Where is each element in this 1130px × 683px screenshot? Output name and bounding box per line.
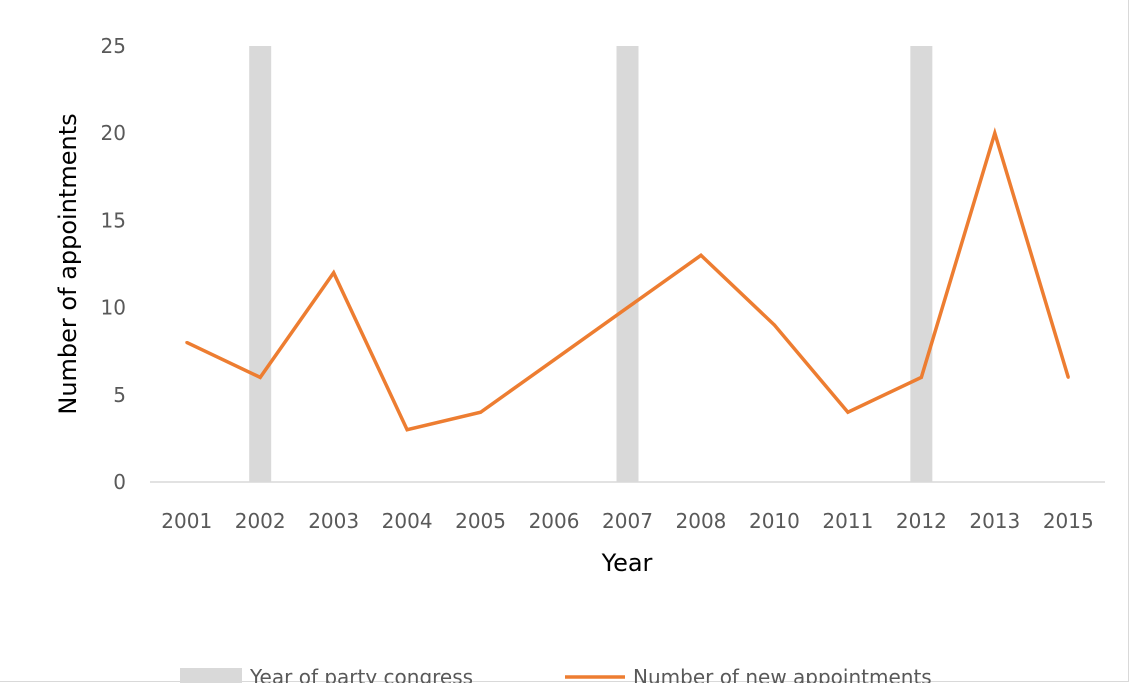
x-tick-label: 2011 bbox=[822, 509, 873, 533]
bar-congress-2007 bbox=[616, 46, 639, 482]
x-tick-label: 2005 bbox=[455, 509, 506, 533]
y-axis-title: Number of appointments bbox=[54, 113, 82, 414]
point-2008 bbox=[699, 253, 703, 257]
x-tick-label: 2007 bbox=[602, 509, 653, 533]
x-tick-label: 2006 bbox=[529, 509, 580, 533]
x-tick-label: 2003 bbox=[308, 509, 359, 533]
x-axis-title: Year bbox=[601, 549, 653, 577]
x-tick-label: 2012 bbox=[896, 509, 947, 533]
x-tick-label: 2002 bbox=[235, 509, 286, 533]
point-2004 bbox=[405, 428, 409, 432]
y-tick-labels: 0 5 10 15 20 25 bbox=[101, 34, 126, 494]
y-tick-label: 15 bbox=[101, 208, 126, 232]
point-2013 bbox=[993, 131, 997, 135]
y-tick-label: 20 bbox=[101, 121, 126, 145]
point-2005 bbox=[479, 410, 483, 414]
x-tick-label: 2010 bbox=[749, 509, 800, 533]
y-tick-label: 5 bbox=[113, 383, 126, 407]
x-tick-label: 2001 bbox=[161, 509, 212, 533]
legend-label-appointments: Number of new appointments bbox=[633, 665, 932, 683]
point-2006 bbox=[552, 358, 556, 362]
point-2011 bbox=[846, 410, 850, 414]
point-2012 bbox=[919, 375, 923, 379]
legend-swatch-congress bbox=[180, 668, 242, 683]
point-2002 bbox=[258, 375, 262, 379]
legend: Year of party congress Number of new app… bbox=[180, 665, 932, 683]
series-points bbox=[185, 131, 1070, 432]
x-tick-label: 2004 bbox=[382, 509, 433, 533]
point-2003 bbox=[332, 271, 336, 275]
y-tick-label: 0 bbox=[113, 470, 126, 494]
x-tick-labels: 2001 2002 2003 2004 2005 2006 2007 2008 2010 2011… bbox=[161, 509, 1093, 533]
y-tick-label: 10 bbox=[101, 296, 126, 320]
x-tick-label: 2015 bbox=[1043, 509, 1094, 533]
point-2010 bbox=[772, 323, 776, 327]
bar-congress-2002 bbox=[249, 46, 272, 482]
x-tick-label: 2013 bbox=[969, 509, 1020, 533]
bar-congress-2012 bbox=[910, 46, 933, 482]
y-tick-label: 25 bbox=[101, 34, 126, 58]
point-2015 bbox=[1066, 375, 1070, 379]
congress-bars bbox=[249, 46, 933, 482]
point-2007 bbox=[626, 306, 629, 310]
point-2001 bbox=[185, 340, 189, 344]
legend-label-congress: Year of party congress bbox=[249, 665, 473, 683]
x-tick-label: 2008 bbox=[676, 509, 727, 533]
